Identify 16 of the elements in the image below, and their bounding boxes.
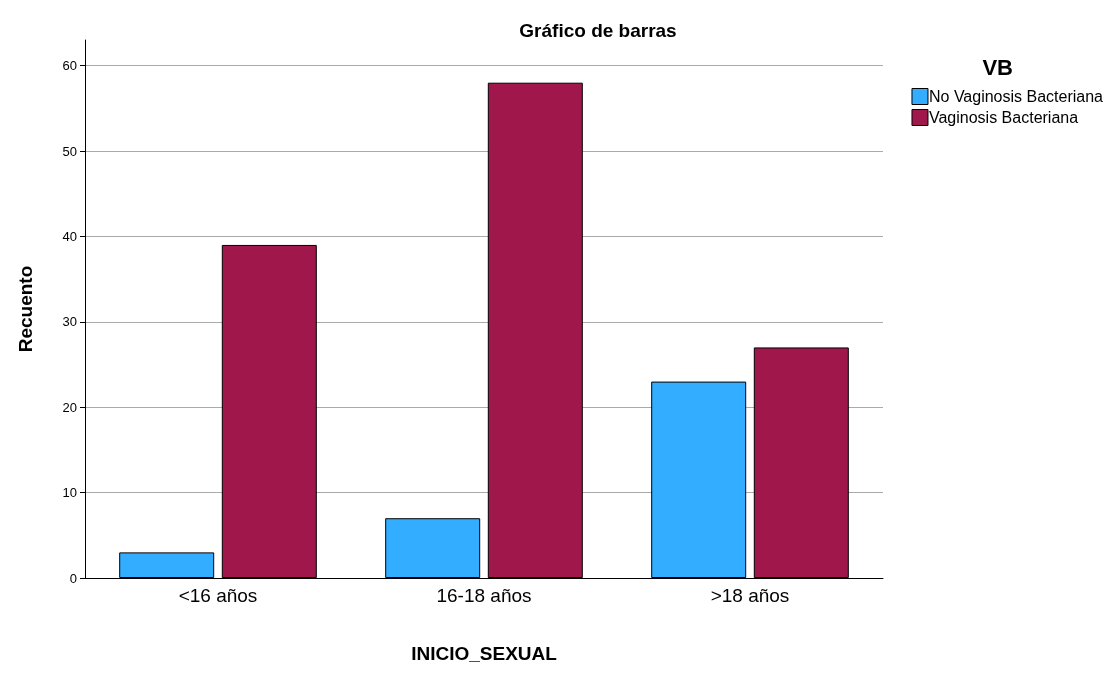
y-tick-label: 10 [62,485,77,501]
y-tick-label: 50 [62,143,77,159]
y-tick-label: 20 [62,399,77,415]
y-tick-label: 0 [69,570,77,586]
y-tick-label: 60 [62,58,77,74]
x-axis-title: INICIO_SEXUAL [411,643,558,664]
legend-label: No Vaginosis Bacteriana [928,88,1104,105]
legend-title: VB [982,54,1013,80]
y-tick-label: 40 [62,228,77,244]
x-tick-label: 16-18 años [436,585,532,606]
chart-title: Gráfico de barras [519,20,677,41]
x-tick-label: >18 años [710,585,790,606]
x-tick-label: <16 años [178,585,258,606]
legend-label: Vaginosis Bacteriana [928,109,1079,126]
y-axis-title: Recuento [15,265,36,353]
y-tick-label: 30 [62,314,77,330]
